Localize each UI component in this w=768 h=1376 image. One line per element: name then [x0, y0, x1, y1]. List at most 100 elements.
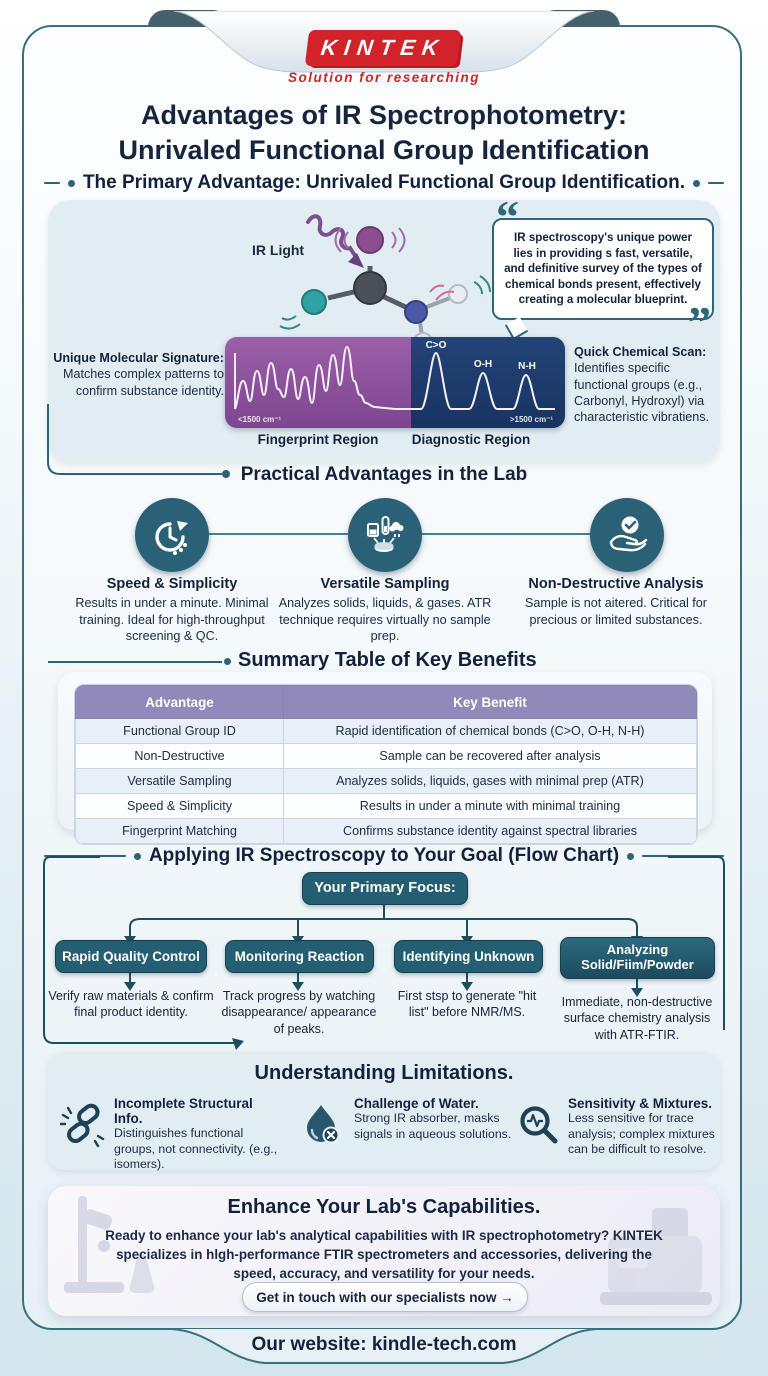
cell-benefit: Confirms substance identity against spec… [283, 818, 697, 844]
contact-button[interactable]: Get in touch with our specialists now → [242, 1282, 528, 1312]
flow-desc: First stsp to generate "hit list" before… [397, 989, 537, 1020]
lab-equipment-left-icon [64, 1196, 155, 1293]
flow-box-analyzing: Analyzing Solid/Fiim/Powder [560, 937, 715, 979]
fingerprint-region-bg [225, 337, 411, 428]
left-caption-body: Matches complex patterns to confirm subs… [63, 367, 224, 398]
hand-check-icon [609, 516, 648, 552]
advantage-body: Analyzes solids, liquids, & gases. ATR t… [278, 596, 492, 644]
right-caption: Quick Chemical Scan: Identifies specific… [574, 344, 716, 426]
ir-wave-arrow-icon [306, 214, 360, 262]
atom-chlorine [301, 289, 327, 315]
limitation-title: Incomplete Structural Info. [114, 1096, 253, 1126]
advantage-body: Results in under a minute. Minimal train… [75, 596, 269, 644]
limitation-body: Strong IR absorber, masks signals in aqu… [354, 1111, 512, 1141]
broken-link-icon [60, 1103, 105, 1148]
heading-dot [133, 852, 141, 860]
section2-heading: Practical Advantages in the Lab [240, 464, 528, 485]
section4-heading: Applying IR Spectroscopy to Your Goal (F… [148, 845, 620, 866]
flow-box-identifying: Identifying Unknown [394, 940, 543, 973]
heading-dot [224, 658, 231, 665]
limitation-body: Less sensitive for trace analysis; compl… [568, 1111, 715, 1157]
flow-desc: Track progress by watching disappearance… [221, 989, 377, 1036]
molecule-illustration [279, 214, 491, 352]
heading-dot [627, 852, 635, 860]
table-row: Fingerprint Matching Confirms substance i… [75, 818, 697, 844]
limitation-item-sensitivity: Sensitivity & Mixtures. Less sensitive f… [568, 1096, 720, 1158]
limitation-title: Sensitivity & Mixtures. [568, 1096, 713, 1111]
flow-box-monitoring: Monitoring Reaction [225, 940, 374, 973]
quote-bubble: IR spectroscopy's unique power lies in p… [492, 218, 714, 320]
cta-panel: Enhance Your Lab's Capabilities. Ready t… [48, 1186, 720, 1316]
ir-spectrum-chart: C>O O-H N-H <1500 cm⁻¹ >1500 cm⁻¹ [225, 337, 565, 428]
advantage-item-speed: Speed & Simplicity Results in under a mi… [52, 576, 292, 645]
summary-table: Advantage Key Benefit Functional Group I… [74, 684, 698, 845]
non-destructive-icon-circle [590, 498, 664, 572]
peak-label-co: C>O [426, 340, 447, 351]
icon-connector-line [209, 533, 348, 535]
limitation-item-water: Challenge of Water. Strong IR absorber, … [354, 1096, 516, 1142]
icon-connector-line [422, 533, 590, 535]
cell-advantage: Versatile Sampling [75, 768, 284, 794]
sampling-icon [367, 516, 404, 552]
footer-notch [170, 1328, 598, 1364]
section1-heading: The Primary Advantage: Unrivaled Functio… [82, 172, 686, 193]
section3-connector-line [48, 661, 222, 663]
heading-dot [67, 179, 75, 187]
magnifier-signal-icon [520, 1106, 558, 1144]
limitation-item-structure: Incomplete Structural Info. Distinguishe… [114, 1096, 282, 1173]
peak-label-oh: O-H [474, 359, 492, 370]
section3-heading: Summary Table of Key Benefits [238, 649, 537, 671]
peak-label-nh: N-H [518, 361, 536, 372]
flow-box-quality-control: Rapid Quality Control [55, 940, 207, 973]
flow-box-label: Monitoring Reaction [234, 948, 365, 964]
fingerprint-region-label: Fingerprint Region [257, 432, 379, 447]
cta-heading: Enhance Your Lab's Capabilities. [227, 1196, 541, 1218]
table-row: Non-Destructive Sample can be recovered a… [75, 743, 697, 769]
limitation-title: Challenge of Water. [354, 1096, 479, 1111]
logo-tagline: Solution for researching [287, 70, 481, 85]
section3-heading-row: Summary Table of Key Benefits [238, 649, 658, 672]
flow-root-label: Your Primary Focus: [314, 880, 456, 897]
cell-benefit: Results in under a minute with minimal t… [283, 793, 697, 819]
flow-desc: Verify raw materials & confirm final pro… [48, 989, 214, 1020]
advantage-body: Sample is not aitered. Critical for prec… [525, 596, 707, 627]
logo-text: KINTEK [319, 35, 447, 60]
section2-heading-row: Practical Advantages in the Lab [0, 464, 768, 486]
advantage-item-sampling: Versatile Sampling Analyzes solids, liqu… [274, 576, 496, 645]
atom-hydrogen [448, 284, 468, 304]
table-row: Versatile Sampling Analyzes solids, liqui… [75, 768, 697, 794]
lab-equipment-right-icon [600, 1208, 712, 1305]
close-quote-icon: ” [688, 297, 711, 348]
water-drop-icon [307, 1105, 340, 1144]
flow-desc: Immediate, non-destructive surface chemi… [561, 995, 713, 1042]
kintek-logo: KINTEK [304, 30, 462, 66]
website-link[interactable]: Our website: kindle-tech.com [251, 1334, 517, 1355]
limitations-panel [48, 1052, 720, 1170]
cell-advantage: Speed & Simplicity [75, 793, 284, 819]
cta-body: Ready to enhance your lab's analytical c… [105, 1228, 663, 1282]
cell-advantage: Fingerprint Matching [75, 818, 284, 844]
limitation-body: Distinguishes functional groups, not con… [114, 1126, 278, 1172]
cell-advantage: Non-Destructive [75, 743, 284, 769]
quote-text: IR spectroscopy's unique power lies in p… [504, 231, 702, 307]
table-header-advantage: Advantage [75, 685, 284, 719]
section5-heading: Understanding Limitations. [254, 1062, 514, 1084]
flow-box-label: Analyzing Solid/Fiim/Powder [581, 942, 694, 972]
left-caption-title: Unique Molecular Signature: [53, 351, 224, 365]
atom-carbon [353, 271, 387, 305]
heading-dot [693, 179, 701, 187]
section2-connector-line [47, 404, 230, 478]
diagnostic-region-label: Diagnostic Region [411, 432, 531, 447]
advantage-title: Versatile Sampling [320, 576, 450, 592]
flow-root-box: Your Primary Focus: [302, 872, 468, 905]
cell-benefit: Sample can be recovered after analysis [283, 743, 697, 769]
cell-benefit: Analyzes solids, liquids, gases with min… [283, 768, 697, 794]
advantage-item-nondestructive: Non-Destructive Analysis Sample is not a… [510, 576, 722, 628]
left-caption: Unique Molecular Signature: Matches comp… [52, 350, 224, 399]
advantage-title: Speed & Simplicity [106, 576, 238, 592]
right-caption-title: Quick Chemical Scan: [574, 345, 707, 359]
table-header-benefit: Key Benefit [283, 685, 697, 719]
page-title-line2: Unrivaled Functional Group Identificatio… [118, 135, 650, 166]
section1-heading-row: The Primary Advantage: Unrivaled Functio… [44, 172, 725, 194]
